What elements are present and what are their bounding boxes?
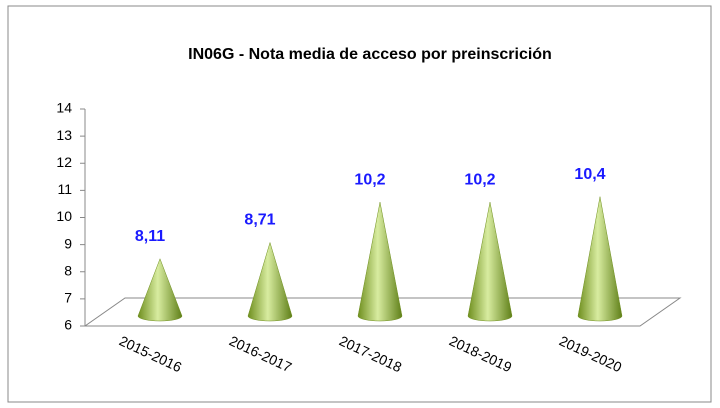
value-label: 10,4 bbox=[574, 166, 605, 183]
y-tick-label: 8 bbox=[64, 262, 72, 278]
value-label: 10,2 bbox=[464, 171, 495, 188]
y-tick-label: 11 bbox=[57, 181, 72, 197]
value-label: 8,71 bbox=[244, 212, 275, 229]
chart-border bbox=[7, 5, 712, 403]
value-label: 10,2 bbox=[354, 171, 385, 188]
floor bbox=[83, 297, 682, 327]
cone bbox=[247, 241, 293, 322]
cone bbox=[577, 196, 623, 322]
y-tick-label: 12 bbox=[56, 154, 72, 170]
y-tick-label: 13 bbox=[56, 127, 72, 143]
value-label: 8,11 bbox=[135, 228, 165, 245]
chart-title: IN06G - Nota media de acceso por preinsc… bbox=[188, 46, 552, 63]
y-tick-label: 9 bbox=[64, 235, 72, 251]
y-tick-label: 7 bbox=[64, 290, 72, 306]
y-tick-label: 10 bbox=[56, 208, 72, 224]
cone bbox=[357, 202, 403, 322]
cone bbox=[137, 258, 183, 322]
y-tick-label: 6 bbox=[64, 317, 72, 333]
y-tick-label: 14 bbox=[56, 100, 72, 116]
cone bbox=[467, 202, 513, 322]
